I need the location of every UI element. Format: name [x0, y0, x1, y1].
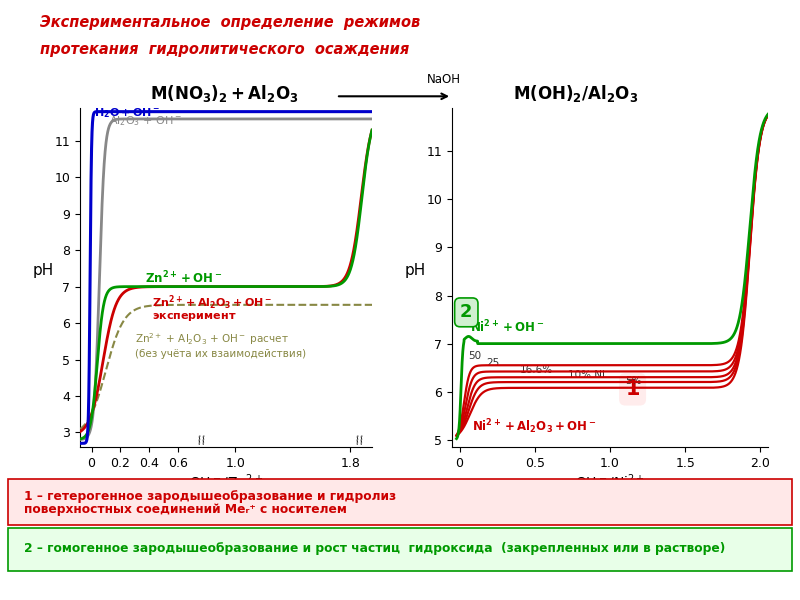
Text: (без учёта их взаимодействия): (без учёта их взаимодействия)	[134, 349, 306, 359]
Text: 5%: 5%	[625, 376, 642, 386]
Text: 1 – гетерогенное зародышеобразование и гидролиз: 1 – гетерогенное зародышеобразование и г…	[24, 490, 400, 503]
X-axis label: OH$^-$/Zn$^{2+}$: OH$^-$/Zn$^{2+}$	[189, 473, 263, 492]
Text: /: /	[354, 436, 361, 446]
Text: 16.6%: 16.6%	[520, 365, 553, 374]
Text: $\mathbf{M(NO_3)_2 + Al_2O_3}$: $\mathbf{M(NO_3)_2 + Al_2O_3}$	[150, 82, 298, 103]
Text: $\mathbf{Zn^{2+} + OH^-}$: $\mathbf{Zn^{2+} + OH^-}$	[145, 269, 222, 286]
Text: Экспериментальное  определение  режимов: Экспериментальное определение режимов	[40, 15, 420, 30]
Text: 2: 2	[460, 304, 473, 322]
Text: $\mathbf{Ni^{2+} + Al_2O_3 + OH^-}$: $\mathbf{Ni^{2+} + Al_2O_3 + OH^-}$	[471, 417, 596, 436]
Text: 1: 1	[626, 379, 640, 399]
Text: $\mathbf{H_2O + OH^-}$: $\mathbf{H_2O + OH^-}$	[94, 107, 161, 121]
Y-axis label: pH: pH	[405, 263, 426, 277]
Text: 25: 25	[486, 358, 500, 368]
Text: $\mathbf{M(OH)_2/Al_2O_3}$: $\mathbf{M(OH)_2/Al_2O_3}$	[514, 82, 638, 103]
X-axis label: OH$^-$/Ni$^{2+}$: OH$^-$/Ni$^{2+}$	[575, 473, 645, 492]
Text: 2 – гомогенное зародышеобразование и рост частиц  гидроксида  (закрепленных или : 2 – гомогенное зародышеобразование и рос…	[24, 542, 726, 555]
Text: NaOH: NaOH	[427, 73, 461, 86]
Text: Al$_2$O$_3$ + OH$^-$: Al$_2$O$_3$ + OH$^-$	[109, 114, 182, 128]
Text: /: /	[359, 436, 365, 446]
Text: 10% Ni: 10% Ni	[568, 370, 605, 380]
Text: $\mathbf{Zn^{2+} + Al_2O_3 + OH^-}$: $\mathbf{Zn^{2+} + Al_2O_3 + OH^-}$	[152, 294, 272, 312]
Text: Zn$^{2+}$ + Al$_2$O$_3$ + OH$^-$ расчет: Zn$^{2+}$ + Al$_2$O$_3$ + OH$^-$ расчет	[134, 332, 289, 347]
Y-axis label: pH: pH	[33, 263, 54, 277]
Text: /: /	[196, 436, 202, 446]
Text: протекания  гидролитического  осаждения: протекания гидролитического осаждения	[40, 42, 410, 57]
Text: 50: 50	[468, 350, 481, 361]
Text: $\mathbf{эксперимент}$: $\mathbf{эксперимент}$	[152, 311, 237, 323]
Text: поверхностных соединений Meᵣ⁺ с носителем: поверхностных соединений Meᵣ⁺ с носителе…	[24, 503, 347, 517]
Text: $\mathbf{Ni^{2+} + OH^-}$: $\mathbf{Ni^{2+} + OH^-}$	[470, 319, 544, 335]
Text: /: /	[201, 436, 207, 446]
